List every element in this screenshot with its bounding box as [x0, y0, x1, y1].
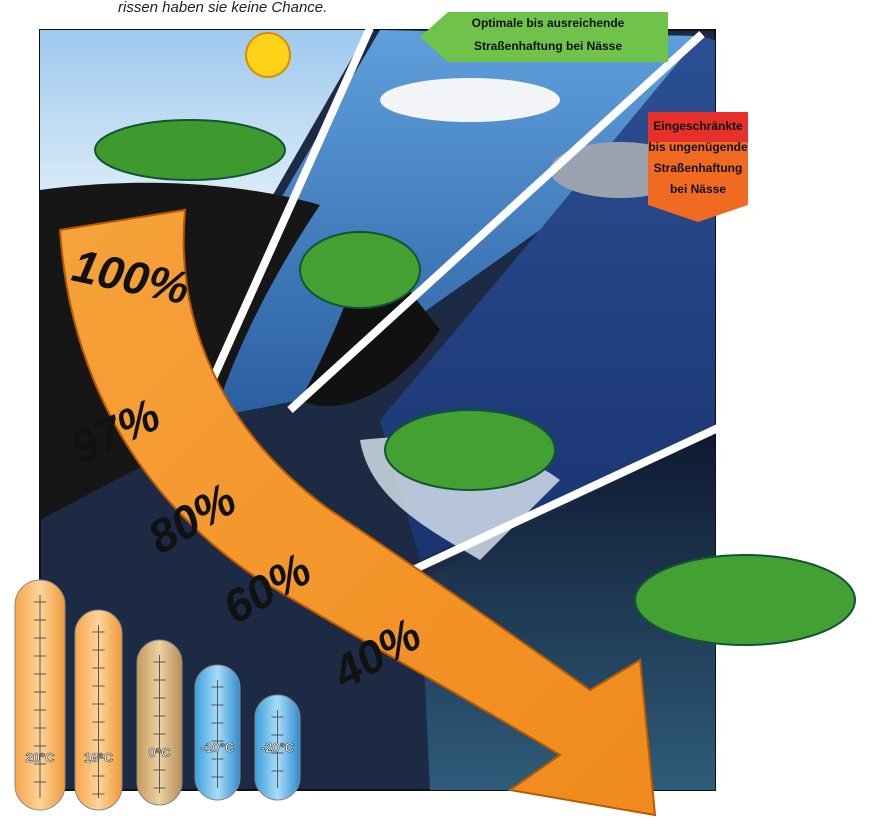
badge-text: Optimale bis ausreichende — [472, 16, 625, 30]
grip-arrow — [58, 208, 657, 817]
thermometers: 20°C 10°C 0°C -10°C -20°C — [14, 579, 301, 811]
badge-text: bis ungenügende — [648, 140, 748, 154]
badge-text: Straßenhaftung — [654, 161, 743, 175]
temperature-label: -20°C — [261, 740, 295, 755]
badge-text: Straßenhaftung bei Nässe — [474, 39, 622, 53]
temperature-label: 20°C — [25, 750, 55, 765]
caption: rissen haben sie keine Chance. — [118, 0, 327, 16]
badge-good — [420, 12, 668, 62]
temperature-label: -10°C — [201, 740, 235, 755]
badge-text: bei Nässe — [670, 182, 726, 196]
temperature-label: 10°C — [84, 750, 114, 765]
badge-text: Eingeschränkte — [653, 119, 743, 133]
temperature-label: 0°C — [149, 745, 171, 760]
